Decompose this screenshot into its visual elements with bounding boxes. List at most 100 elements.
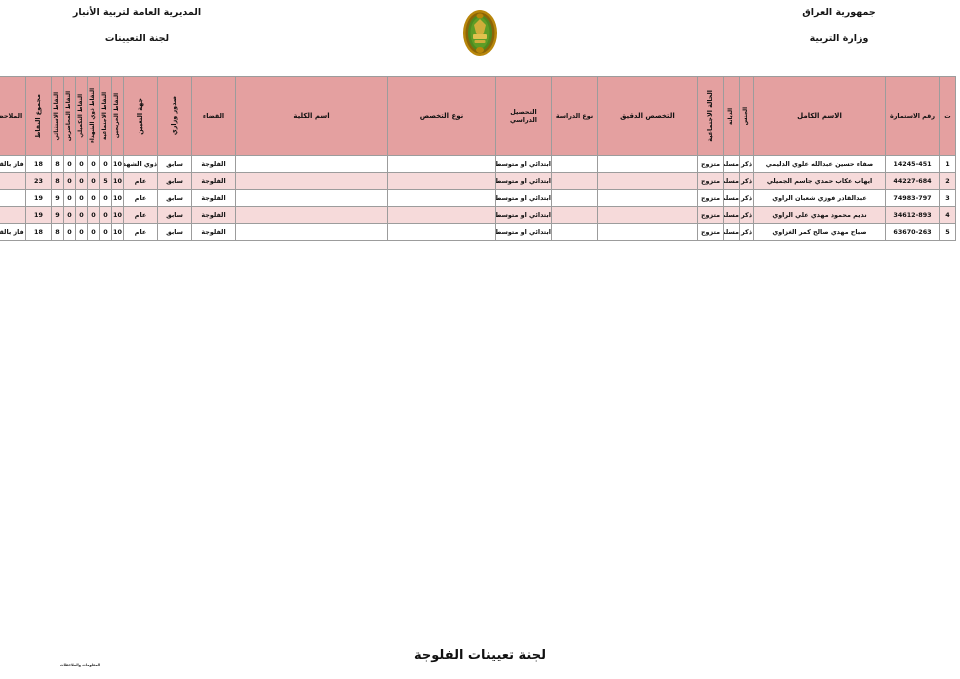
column-header-pts_service[interactable]: النقاط المحاضرين	[63, 76, 76, 156]
cell-gender[interactable]: ذكر	[739, 223, 754, 241]
cell-pts_total[interactable]: 18	[25, 223, 52, 241]
cell-notes[interactable]: فاز بالقرعة	[0, 223, 26, 241]
cell-marital[interactable]: متزوج	[697, 172, 724, 190]
column-header-ministerial[interactable]: صدور وزاري	[157, 76, 192, 156]
cell-district[interactable]: الفلوجة	[191, 206, 236, 224]
cell-notes[interactable]: فاز بالقرعة	[0, 155, 26, 173]
cell-attainment[interactable]: ابتدائي او متوسطة	[495, 172, 552, 190]
cell-gender[interactable]: ذكر	[739, 206, 754, 224]
cell-district[interactable]: الفلوجة	[191, 172, 236, 190]
column-header-notes[interactable]: الملاحظات	[0, 76, 26, 156]
cell-form_no[interactable]: 74983-797	[885, 189, 940, 207]
cell-precise_spec[interactable]	[597, 206, 698, 224]
cell-spec_type[interactable]	[387, 172, 496, 190]
column-header-appoint_entity[interactable]: جهة التعيين	[123, 76, 158, 156]
cell-form_no[interactable]: 44227-684	[885, 172, 940, 190]
cell-pts_extra[interactable]: 8	[51, 223, 64, 241]
cell-pts_service[interactable]: 0	[63, 172, 76, 190]
cell-pts_grad[interactable]: 10	[111, 155, 124, 173]
cell-full_name[interactable]: صباح مهدي صالح كمر الغزاوي	[753, 223, 886, 241]
column-header-college[interactable]: اسم الكلية	[235, 76, 388, 156]
column-header-form_no[interactable]: رقم الاستمارة	[885, 76, 940, 156]
cell-full_name[interactable]: ايهاب عكاب حمدي جاسم الجميلي	[753, 172, 886, 190]
cell-appoint_entity[interactable]: عام	[123, 172, 158, 190]
table-row[interactable]: 5 63670-263 صباح مهدي صالح كمر الغزاوي ذكر م…	[0, 223, 956, 241]
column-header-pts_social[interactable]: النقاط الاجتماعية	[99, 76, 112, 156]
column-header-marital[interactable]: الحالة الاجتماعية	[697, 76, 724, 156]
cell-full_name[interactable]: عبدالقادر فوزي شعبان الراوي	[753, 189, 886, 207]
cell-pts_grad[interactable]: 10	[111, 223, 124, 241]
cell-ministerial[interactable]: سابق	[157, 206, 192, 224]
cell-district[interactable]: الفلوجة	[191, 189, 236, 207]
cell-gender[interactable]: ذكر	[739, 155, 754, 173]
cell-marital[interactable]: متزوج	[697, 206, 724, 224]
cell-precise_spec[interactable]	[597, 172, 698, 190]
cell-district[interactable]: الفلوجة	[191, 155, 236, 173]
cell-pts_service[interactable]: 0	[63, 189, 76, 207]
table-row[interactable]: 4 34612-893 نديم محمود مهدي علي الراوي ذكر م…	[0, 206, 956, 224]
cell-district[interactable]: الفلوجة	[191, 223, 236, 241]
cell-pts_social[interactable]: 5	[99, 172, 112, 190]
cell-pts_social[interactable]: 0	[99, 189, 112, 207]
cell-college[interactable]	[235, 172, 388, 190]
cell-pts_extra[interactable]: 8	[51, 172, 64, 190]
cell-pts_social[interactable]: 0	[99, 206, 112, 224]
cell-ministerial[interactable]: سابق	[157, 172, 192, 190]
cell-spec_type[interactable]	[387, 206, 496, 224]
cell-appoint_entity[interactable]: عام	[123, 206, 158, 224]
cell-form_no[interactable]: 63670-263	[885, 223, 940, 241]
cell-pts_social[interactable]: 0	[99, 155, 112, 173]
cell-attainment[interactable]: ابتدائي او متوسطة	[495, 189, 552, 207]
cell-appoint_entity[interactable]: عام	[123, 223, 158, 241]
cell-spec_type[interactable]	[387, 155, 496, 173]
cell-study_type[interactable]	[551, 189, 598, 207]
cell-appoint_entity[interactable]: ذوي الشهداء	[123, 155, 158, 173]
column-header-gender[interactable]: الجنس	[739, 76, 754, 156]
cell-marital[interactable]: متزوج	[697, 189, 724, 207]
cell-pts_need[interactable]: 0	[75, 223, 88, 241]
column-header-pts_grad[interactable]: النقاط الخريجين	[111, 76, 124, 156]
cell-pts_need[interactable]: 0	[75, 155, 88, 173]
cell-pts_extra[interactable]: 8	[51, 155, 64, 173]
cell-pts_martyr[interactable]: 0	[87, 172, 100, 190]
cell-spec_type[interactable]	[387, 223, 496, 241]
cell-pts_martyr[interactable]: 0	[87, 223, 100, 241]
cell-pts_grad[interactable]: 10	[111, 172, 124, 190]
cell-pts_total[interactable]: 18	[25, 155, 52, 173]
column-header-full_name[interactable]: الاسم الكامل	[753, 76, 886, 156]
cell-pts_total[interactable]: 19	[25, 189, 52, 207]
cell-appoint_entity[interactable]: عام	[123, 189, 158, 207]
cell-pts_extra[interactable]: 9	[51, 206, 64, 224]
cell-seq[interactable]: 5	[939, 223, 956, 241]
cell-precise_spec[interactable]	[597, 155, 698, 173]
column-header-seq[interactable]: ت	[939, 76, 956, 156]
column-header-pts_total[interactable]: مجموع النقاط	[25, 76, 52, 156]
cell-pts_total[interactable]: 23	[25, 172, 52, 190]
cell-notes[interactable]	[0, 172, 26, 190]
cell-precise_spec[interactable]	[597, 223, 698, 241]
cell-marital[interactable]: متزوج	[697, 155, 724, 173]
cell-pts_service[interactable]: 0	[63, 206, 76, 224]
table-row[interactable]: 3 74983-797 عبدالقادر فوزي شعبان الراوي ذكر…	[0, 189, 956, 207]
cell-college[interactable]	[235, 155, 388, 173]
cell-pts_social[interactable]: 0	[99, 223, 112, 241]
cell-study_type[interactable]	[551, 206, 598, 224]
cell-pts_martyr[interactable]: 0	[87, 155, 100, 173]
cell-pts_martyr[interactable]: 0	[87, 206, 100, 224]
cell-ministerial[interactable]: سابق	[157, 155, 192, 173]
column-header-district[interactable]: القضاء	[191, 76, 236, 156]
cell-college[interactable]	[235, 189, 388, 207]
cell-notes[interactable]	[0, 206, 26, 224]
cell-form_no[interactable]: 14245-451	[885, 155, 940, 173]
cell-pts_need[interactable]: 0	[75, 172, 88, 190]
column-header-precise_spec[interactable]: التخصص الدقيق	[597, 76, 698, 156]
column-header-study_type[interactable]: نوع الدراسة	[551, 76, 598, 156]
cell-form_no[interactable]: 34612-893	[885, 206, 940, 224]
cell-precise_spec[interactable]	[597, 189, 698, 207]
cell-pts_need[interactable]: 0	[75, 189, 88, 207]
cell-seq[interactable]: 1	[939, 155, 956, 173]
